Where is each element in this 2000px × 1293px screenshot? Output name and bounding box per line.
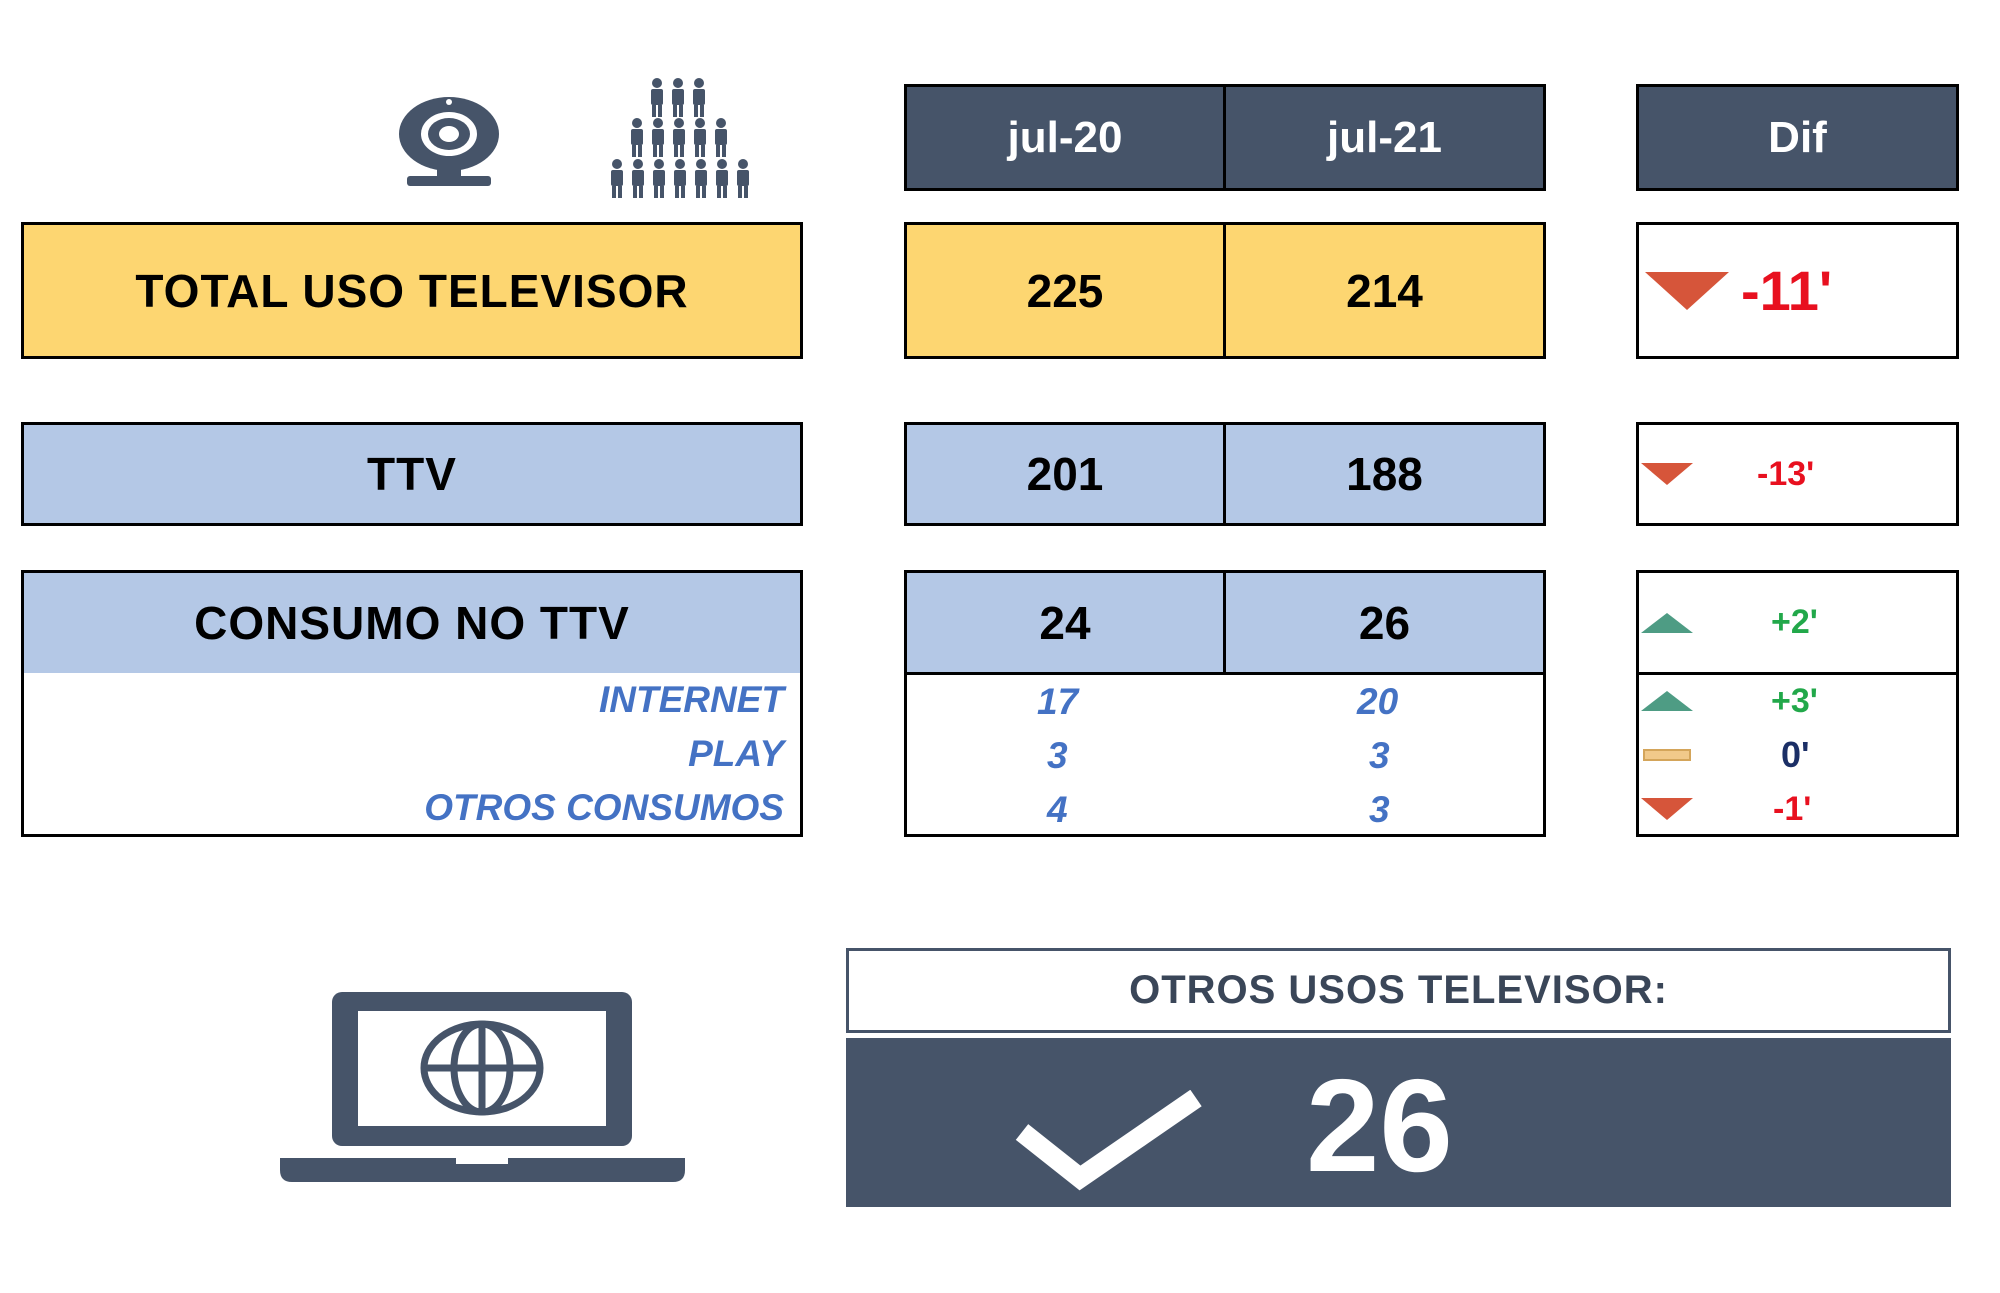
consumo-jul20: 24 bbox=[1039, 596, 1091, 649]
ttv-label: TTV bbox=[21, 422, 803, 526]
header-jul20: jul-20 bbox=[1007, 112, 1123, 162]
trend-down-icon bbox=[1645, 271, 1729, 310]
trend-down-icon bbox=[1641, 463, 1693, 485]
otros-usos-value-box: 26 bbox=[846, 1038, 1951, 1207]
trend-flat-icon bbox=[1643, 749, 1691, 761]
header-dif-label: Dif bbox=[1768, 112, 1827, 162]
header-jul21: jul-21 bbox=[1327, 112, 1442, 162]
consumo-jul21: 26 bbox=[1358, 596, 1411, 649]
total-label-text: TOTAL USO TELEVISOR bbox=[135, 264, 689, 317]
ttv-dif: -13' bbox=[1636, 422, 1959, 526]
trend-up-icon bbox=[1641, 612, 1693, 633]
divider bbox=[1223, 87, 1226, 188]
sub-label-otros: OTROS CONSUMOS bbox=[424, 787, 784, 828]
trend-down-icon bbox=[1641, 798, 1693, 820]
total-label: TOTAL USO TELEVISOR bbox=[21, 222, 803, 359]
otros-usos-value: 26 bbox=[1306, 1052, 1453, 1199]
internet-jul20: 17 bbox=[1037, 681, 1079, 722]
header-months: jul-20 jul-21 bbox=[904, 84, 1546, 191]
otros-usos-title-box: OTROS USOS TELEVISOR: bbox=[846, 948, 1951, 1033]
play-dif: 0' bbox=[1639, 731, 1956, 779]
ttv-jul21: 188 bbox=[1346, 448, 1423, 500]
checkmark-icon bbox=[1014, 1089, 1204, 1197]
people-pyramid-icon bbox=[610, 78, 756, 200]
consumo-dif-block: +2' +3' 0' -1' bbox=[1636, 570, 1959, 837]
total-jul20: 225 bbox=[1026, 264, 1104, 317]
internet-dif: +3' bbox=[1639, 677, 1956, 725]
laptop-globe-icon bbox=[280, 990, 685, 1182]
total-jul21: 214 bbox=[1346, 264, 1423, 317]
ttv-values: 201 188 bbox=[904, 422, 1546, 526]
sub-label-play: PLAY bbox=[688, 733, 784, 774]
consumo-dif-value: +2' bbox=[1771, 603, 1818, 641]
consumo-label-block: CONSUMO NO TTV INTERNET PLAY OTROS CONSU… bbox=[21, 570, 803, 837]
trend-up-icon bbox=[1641, 691, 1693, 711]
ttv-jul20: 201 bbox=[1026, 448, 1104, 500]
play-jul21: 3 bbox=[1369, 735, 1390, 776]
play-dif-value: 0' bbox=[1781, 734, 1810, 775]
sub-label-internet: INTERNET bbox=[599, 679, 784, 720]
ttv-dif-value: -13' bbox=[1757, 454, 1815, 493]
consumo-label-text: CONSUMO NO TTV bbox=[194, 597, 630, 649]
otros-dif-value: -1' bbox=[1773, 789, 1812, 828]
total-dif-value: -11' bbox=[1741, 259, 1833, 322]
otros-dif: -1' bbox=[1639, 785, 1956, 833]
consumo-values-header: 24 26 bbox=[907, 573, 1543, 675]
otros-usos-title: OTROS USOS TELEVISOR: bbox=[1129, 968, 1668, 1012]
otros-jul20: 4 bbox=[1047, 789, 1068, 830]
divider bbox=[1223, 225, 1226, 356]
internet-jul21: 20 bbox=[1357, 681, 1399, 722]
consumo-dif: +2' bbox=[1639, 573, 1956, 675]
consumo-values-block: 24 26 17 20 3 3 4 3 bbox=[904, 570, 1546, 837]
otros-jul21: 3 bbox=[1369, 789, 1390, 830]
total-dif: -11' bbox=[1636, 222, 1959, 359]
divider bbox=[1223, 573, 1226, 672]
divider bbox=[1223, 425, 1226, 523]
play-jul20: 3 bbox=[1047, 735, 1068, 776]
ttv-label-text: TTV bbox=[367, 448, 457, 500]
header-dif: Dif bbox=[1636, 84, 1959, 191]
total-values: 225 214 bbox=[904, 222, 1546, 359]
internet-dif-value: +3' bbox=[1771, 681, 1818, 720]
webcam-icon bbox=[397, 96, 501, 188]
consumo-label: CONSUMO NO TTV bbox=[24, 573, 800, 673]
